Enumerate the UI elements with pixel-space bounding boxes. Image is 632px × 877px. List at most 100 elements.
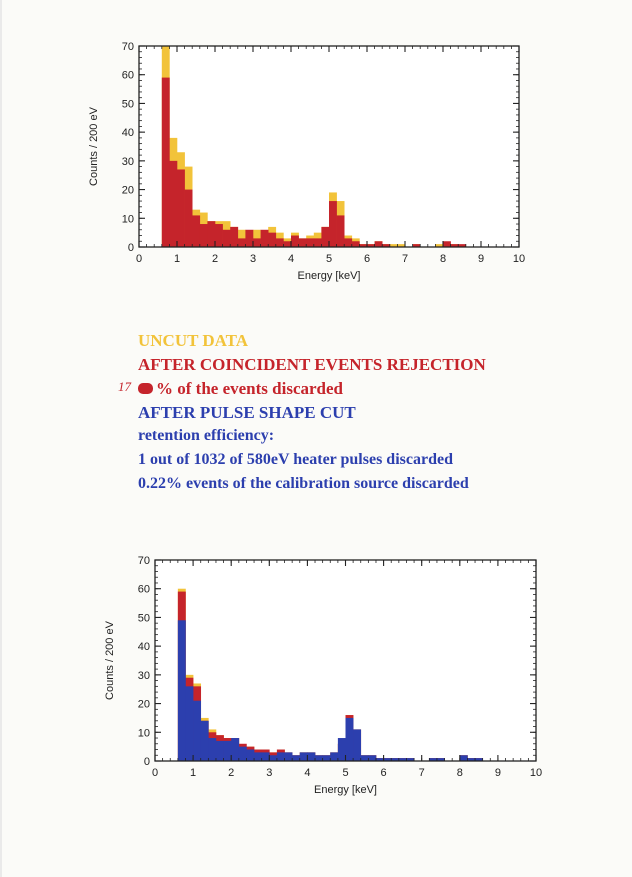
histogram-bar [177, 169, 185, 247]
histogram-bar [284, 752, 293, 761]
histogram-bar [161, 77, 170, 247]
y-tick-label: 50 [122, 98, 134, 110]
histogram-bar [315, 755, 323, 761]
histogram-bar [307, 752, 316, 761]
histogram-bar [322, 755, 331, 761]
histogram-bar [345, 717, 354, 761]
histogram-bar [215, 740, 224, 761]
y-tick-label: 70 [138, 555, 150, 567]
histogram-bar [406, 758, 415, 761]
histogram-bar [383, 758, 392, 761]
x-axis-label: Energy [keV] [314, 784, 377, 796]
histogram-bar [200, 720, 209, 761]
histogram-bar [344, 238, 353, 247]
ink-blot [138, 383, 153, 394]
histogram-bar [185, 686, 194, 761]
histogram-bar [238, 746, 247, 761]
x-tick-label: 4 [288, 253, 294, 265]
x-tick-label: 3 [266, 767, 272, 779]
histogram-bar [222, 229, 231, 247]
x-tick-label: 6 [364, 253, 370, 265]
histogram-bar [360, 755, 369, 761]
x-tick-label: 10 [513, 253, 525, 265]
histogram-bar [193, 700, 202, 761]
histogram-bar [337, 738, 346, 761]
histogram-bar [429, 758, 438, 761]
histogram-bar [299, 752, 308, 761]
histogram-bar [192, 215, 201, 247]
histogram-bar [397, 244, 406, 247]
histogram-bar [253, 238, 261, 247]
histogram-bar [184, 189, 193, 247]
x-tick-label: 9 [495, 767, 501, 779]
y-tick-label: 0 [128, 242, 134, 254]
histogram-bar [298, 238, 307, 247]
series-2 [161, 77, 467, 247]
histogram-bar [283, 241, 292, 247]
histogram-bar [237, 238, 246, 247]
legend-coincident: AFTER COINCIDENT EVENTS REJECTION [138, 355, 486, 374]
x-tick-label: 8 [457, 767, 463, 779]
x-tick-label: 5 [342, 767, 348, 779]
histogram-bar [231, 738, 240, 761]
histogram-bar [329, 201, 337, 247]
legend-uncut: UNCUT DATA [138, 331, 249, 350]
y-tick-label: 30 [138, 670, 150, 682]
histogram-bar [391, 758, 400, 761]
legend-retention: retention efficiency: [138, 427, 275, 444]
histogram-bar [169, 160, 178, 247]
x-tick-label: 5 [326, 253, 332, 265]
histogram-bar [321, 226, 330, 247]
histogram-bar [330, 752, 339, 761]
y-axis-label: Counts / 200 eV [104, 620, 116, 700]
legend-heater: 1 out of 1032 of 580eV heater pulses dis… [138, 451, 453, 468]
x-axis-label: Energy [keV] [298, 270, 361, 282]
histogram-bar [246, 749, 255, 761]
histogram-bar [269, 755, 278, 761]
histogram-bar [260, 229, 269, 247]
histogram-bar [292, 755, 301, 761]
histogram-bar [459, 755, 468, 761]
histogram-bar [268, 232, 277, 247]
handwritten-number: 17 [118, 379, 131, 394]
histogram-bar [215, 224, 223, 247]
x-tick-label: 6 [381, 767, 387, 779]
histogram-bottom: 0 1 2 3 4 5 6 7 8 9 10 0 10 20 30 40 50 60 70 Energy [keV] C… [104, 555, 542, 796]
histogram-bar [382, 244, 391, 247]
x-tick-label: 7 [419, 767, 425, 779]
histogram-bar [275, 238, 284, 247]
histogram-bar [412, 244, 421, 247]
histogram-bar [351, 241, 360, 247]
histogram-bar [389, 244, 398, 247]
y-tick-label: 20 [138, 699, 150, 711]
y-tick-label: 30 [122, 156, 134, 168]
legend-calibration: 0.22% events of the calibration source d… [138, 475, 469, 492]
histogram-bar [276, 752, 285, 761]
y-tick-label: 40 [138, 641, 150, 653]
y-tick-label: 60 [138, 584, 150, 596]
histogram-bar [291, 235, 299, 247]
y-tick-label: 10 [122, 213, 134, 225]
histogram-bar [458, 244, 467, 247]
histogram-bar [261, 752, 270, 761]
histogram-bar [207, 221, 216, 247]
histogram-bar [398, 758, 407, 761]
y-axis-label: Counts / 200 eV [88, 106, 100, 186]
histogram-bar [368, 755, 377, 761]
histogram-bar [230, 226, 239, 247]
x-tick-label: 3 [250, 253, 256, 265]
legend-pulse-shape: AFTER PULSE SHAPE CUT [138, 403, 356, 422]
histogram-bar [223, 740, 232, 761]
histogram-bar [375, 758, 384, 761]
series-3 [177, 620, 483, 761]
histogram-bar [435, 244, 444, 247]
histogram-bar [306, 238, 315, 247]
y-tick-label: 0 [144, 756, 150, 768]
histogram-bar [443, 241, 451, 247]
histogram-bar [436, 758, 445, 761]
y-tick-label: 50 [138, 612, 150, 624]
histogram-bar [367, 244, 375, 247]
histogram-bar [450, 244, 459, 247]
y-tick-label: 70 [122, 41, 134, 53]
histogram-bar [313, 238, 322, 247]
